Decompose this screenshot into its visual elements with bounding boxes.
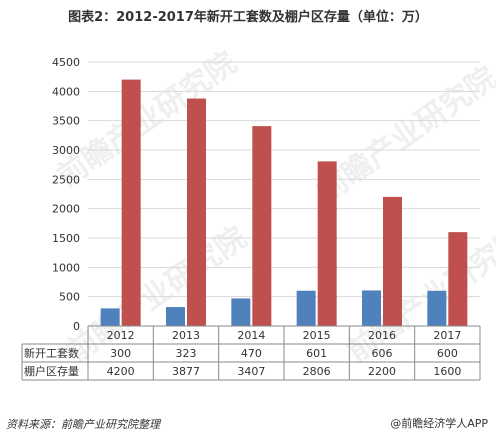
x-tick-label: 2012 xyxy=(107,329,135,342)
data-label: 600 xyxy=(437,347,458,360)
x-tick-label: 2014 xyxy=(237,329,265,342)
credit-text: @前瞻经济学人APP xyxy=(390,417,488,430)
bars xyxy=(100,79,468,326)
x-tick-label: 2016 xyxy=(368,329,396,342)
data-label: 601 xyxy=(306,347,327,360)
data-label: 3407 xyxy=(237,365,265,378)
legend-label: 棚户区存量 xyxy=(24,364,79,378)
y-tick-label: 500 xyxy=(59,291,80,304)
bar-series-2 xyxy=(121,79,141,326)
data-label: 2200 xyxy=(368,365,396,378)
y-tick-label: 2000 xyxy=(52,203,80,216)
data-label: 300 xyxy=(110,347,131,360)
data-label: 1600 xyxy=(433,365,461,378)
bar-series-2 xyxy=(252,126,272,326)
bar-series-1 xyxy=(427,290,447,326)
data-label: 470 xyxy=(241,347,262,360)
y-tick-label: 1000 xyxy=(52,261,80,274)
y-tick-label: 2500 xyxy=(52,173,80,186)
bar-series-1 xyxy=(231,298,251,326)
bar-series-2 xyxy=(187,98,206,326)
y-tick-label: 0 xyxy=(73,320,80,333)
y-tick-label: 4500 xyxy=(52,56,80,69)
y-tick-label: 1500 xyxy=(52,232,80,245)
y-tick-label: 4000 xyxy=(52,85,80,98)
data-label: 323 xyxy=(176,347,197,360)
bar-series-2 xyxy=(448,232,468,326)
y-tick-label: 3000 xyxy=(52,144,80,157)
bar-series-1 xyxy=(166,307,185,326)
gridlines xyxy=(88,61,480,327)
bar-series-1 xyxy=(296,290,316,326)
data-label: 606 xyxy=(372,347,393,360)
x-tick-label: 2017 xyxy=(433,329,461,342)
data-label: 4200 xyxy=(107,365,135,378)
x-tick-label: 2013 xyxy=(172,329,200,342)
x-tick-label: 2015 xyxy=(303,329,331,342)
chart-title: 图表2：2012-2017年新开工套数及棚户区存量（单位：万） xyxy=(68,10,428,25)
bar-series-1 xyxy=(100,308,120,326)
data-label: 2806 xyxy=(303,365,331,378)
bar-series-2 xyxy=(383,196,402,326)
bar-series-1 xyxy=(362,290,381,326)
data-label: 3877 xyxy=(172,365,200,378)
source-note: 资料来源：前瞻产业研究院整理 xyxy=(6,418,160,431)
bar-series-2 xyxy=(317,161,337,326)
legend-label: 新开工套数 xyxy=(24,346,79,360)
y-tick-label: 3500 xyxy=(52,115,80,128)
y-axis-ticks: 0 500 1000 1500 2000 2500 3000 3500 4000 4500 xyxy=(52,56,80,333)
data-table: 2012 2013 2014 2015 2016 2017 新开工套数 300 323 470 60… xyxy=(21,325,481,381)
